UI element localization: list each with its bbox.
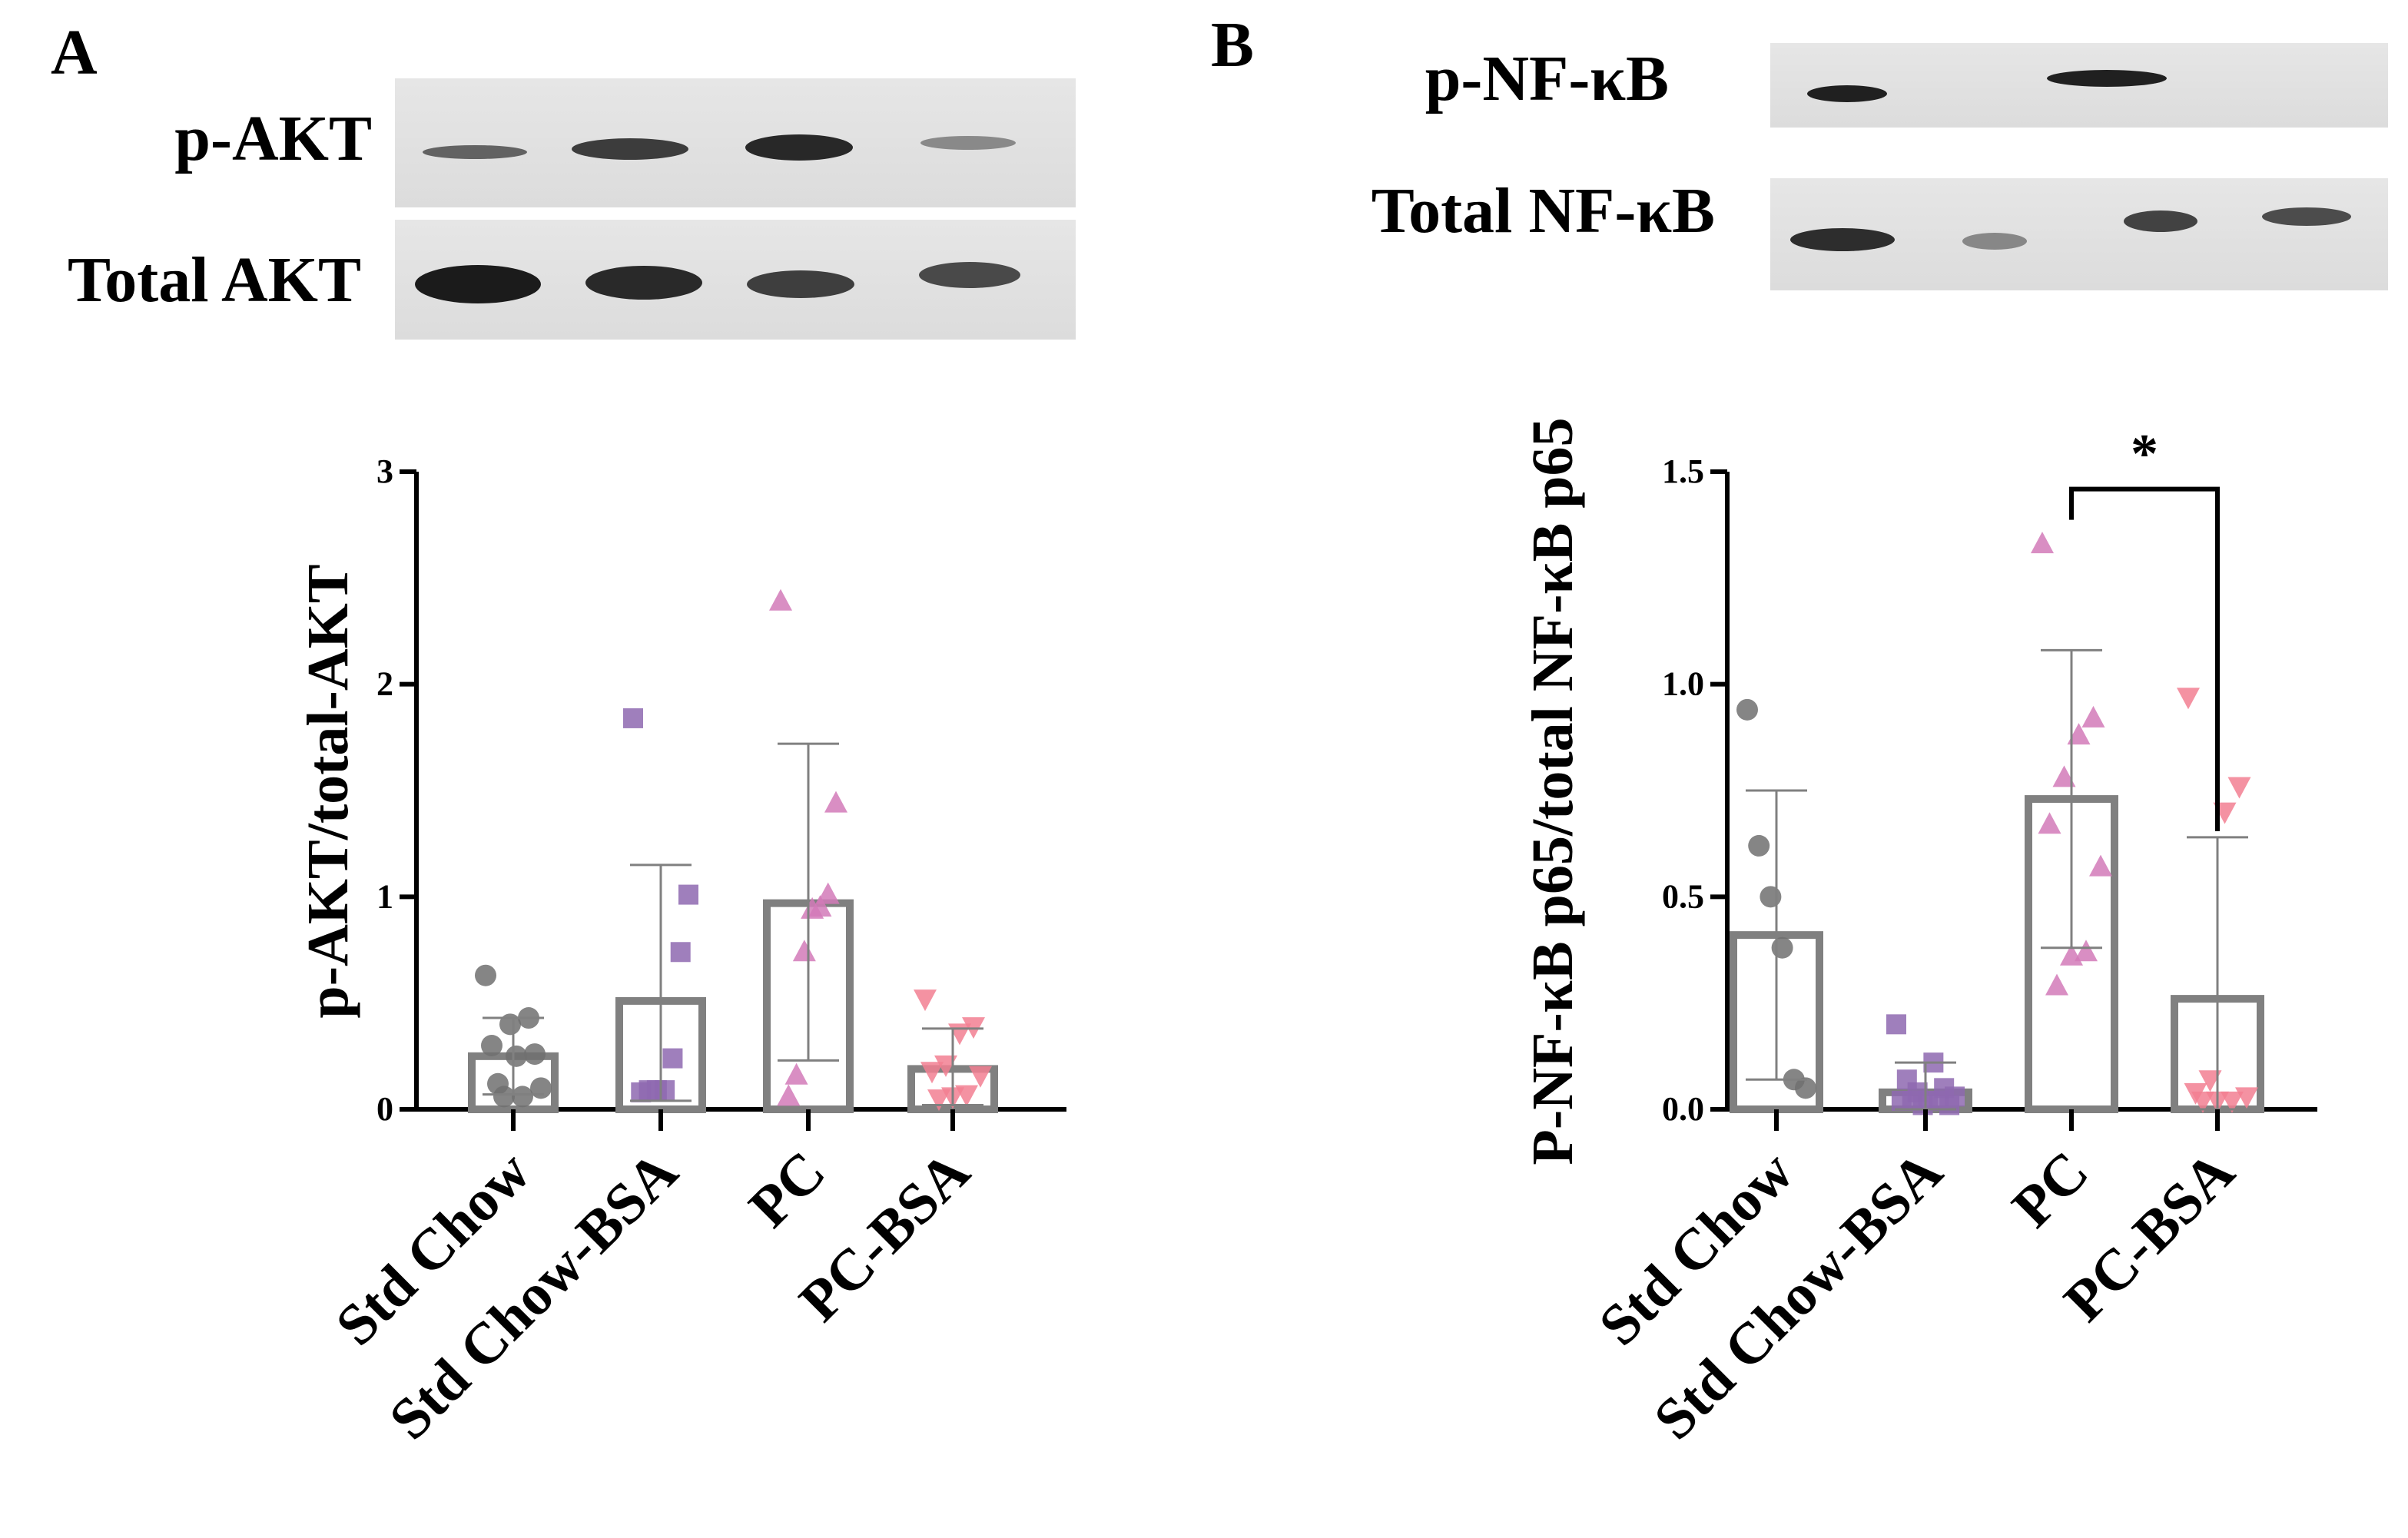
y-tick-label: 1.5 (1662, 452, 1704, 490)
data-point (914, 989, 937, 1012)
blot-a-row2-bands (415, 262, 1020, 303)
bar-group (1879, 1014, 1972, 1115)
data-point (2177, 688, 2200, 710)
data-point (2198, 1070, 2222, 1092)
data-point (524, 1043, 546, 1066)
blot-band (1807, 85, 1887, 102)
data-point (777, 1084, 801, 1106)
data-point (481, 1035, 502, 1056)
bar-group (763, 588, 854, 1113)
y-tick-label: 0 (376, 1090, 393, 1128)
blot-b-row1-bands (1807, 70, 2167, 102)
data-point (1912, 1095, 1933, 1115)
blot-b-row2-bands (1790, 207, 2351, 251)
y-axis-label: p-AKT/total-AKT (296, 564, 360, 1018)
y-tick-label: 1 (376, 877, 393, 915)
panel-b-letter: B (1211, 9, 1254, 81)
data-point (792, 940, 816, 962)
blot-band (747, 270, 854, 298)
data-point (2038, 812, 2061, 834)
data-point (530, 1077, 552, 1099)
data-point (631, 1082, 652, 1102)
x-tick-label: PC (737, 1139, 837, 1240)
data-point (670, 942, 691, 963)
blot-band (2124, 210, 2197, 232)
blot-a-row2-label: Total AKT (68, 244, 361, 316)
blot-a-row1-bands (423, 134, 1016, 161)
blot-band (2262, 207, 2351, 226)
data-point (2045, 973, 2068, 996)
data-point (506, 1045, 527, 1067)
y-tick-label: 1.0 (1662, 665, 1704, 703)
data-point (801, 897, 824, 919)
y-tick-label: 0.5 (1662, 877, 1704, 915)
blot-band (415, 265, 541, 303)
blot-band (585, 266, 702, 300)
data-point (678, 884, 698, 905)
data-point (969, 1066, 992, 1088)
data-point (920, 1062, 944, 1084)
panel-a-letter: A (51, 17, 98, 88)
data-point (2227, 777, 2251, 799)
bar-group (468, 964, 559, 1114)
bar-group (615, 708, 706, 1114)
bar-group (1730, 698, 1823, 1113)
data-point (2221, 1091, 2244, 1113)
data-point (475, 964, 496, 986)
blot-band (2047, 70, 2167, 87)
blot-band (423, 145, 527, 159)
data-point (623, 708, 643, 728)
data-point (2052, 765, 2076, 787)
y-tick-label: 0.0 (1662, 1090, 1704, 1128)
blot-band (919, 262, 1020, 288)
data-point (769, 588, 792, 611)
data-point (2089, 854, 2112, 877)
data-point (824, 791, 847, 813)
data-point (512, 1086, 533, 1108)
data-point (2191, 1091, 2214, 1113)
y-axis-label: P-NF-κB p65/total NF-κB p65 (1521, 417, 1585, 1165)
data-point (2031, 532, 2054, 554)
data-point (2081, 705, 2105, 728)
panel-b-blot: p-NF-κB Total NF-κB (1371, 43, 2388, 290)
bar-group (907, 989, 998, 1114)
data-point (784, 1062, 808, 1085)
data-point (1760, 886, 1782, 908)
y-tick-label: 3 (376, 452, 393, 490)
data-point (927, 1089, 950, 1112)
significance-label: * (2131, 423, 2158, 485)
bracket-line (2069, 486, 2220, 831)
blot-band (745, 134, 853, 161)
x-tick-label: PC (2000, 1139, 2101, 1240)
panel-a-blot: p-AKT Total AKT (68, 78, 1076, 340)
data-point (1736, 698, 1758, 721)
blot-band (1962, 233, 2027, 250)
blot-b-row2-label: Total NF-κB (1371, 175, 1715, 247)
bar-group (2025, 532, 2118, 1113)
data-point (1939, 1095, 1960, 1115)
data-point (2067, 723, 2091, 745)
blot-band (920, 136, 1016, 150)
significance-bracket: * (2069, 423, 2220, 831)
blot-a-row1-membrane (395, 78, 1076, 207)
data-point (2060, 943, 2083, 966)
y-tick-label: 2 (376, 665, 393, 703)
blot-band (1790, 228, 1895, 251)
data-point (1748, 834, 1770, 857)
data-point (1795, 1077, 1816, 1099)
data-point (493, 1086, 515, 1108)
chart-b: 0.00.51.01.5P-NF-κB p65/total NF-κB p65S… (1521, 417, 2317, 1452)
data-point (816, 882, 840, 904)
blot-b-row1-label: p-NF-κB (1425, 43, 1669, 114)
data-point (662, 1048, 683, 1069)
blot-band (572, 138, 688, 160)
data-point (2075, 940, 2098, 962)
blot-a-row1-label: p-AKT (174, 103, 372, 174)
data-point (1771, 936, 1793, 959)
data-point (1886, 1014, 1906, 1035)
